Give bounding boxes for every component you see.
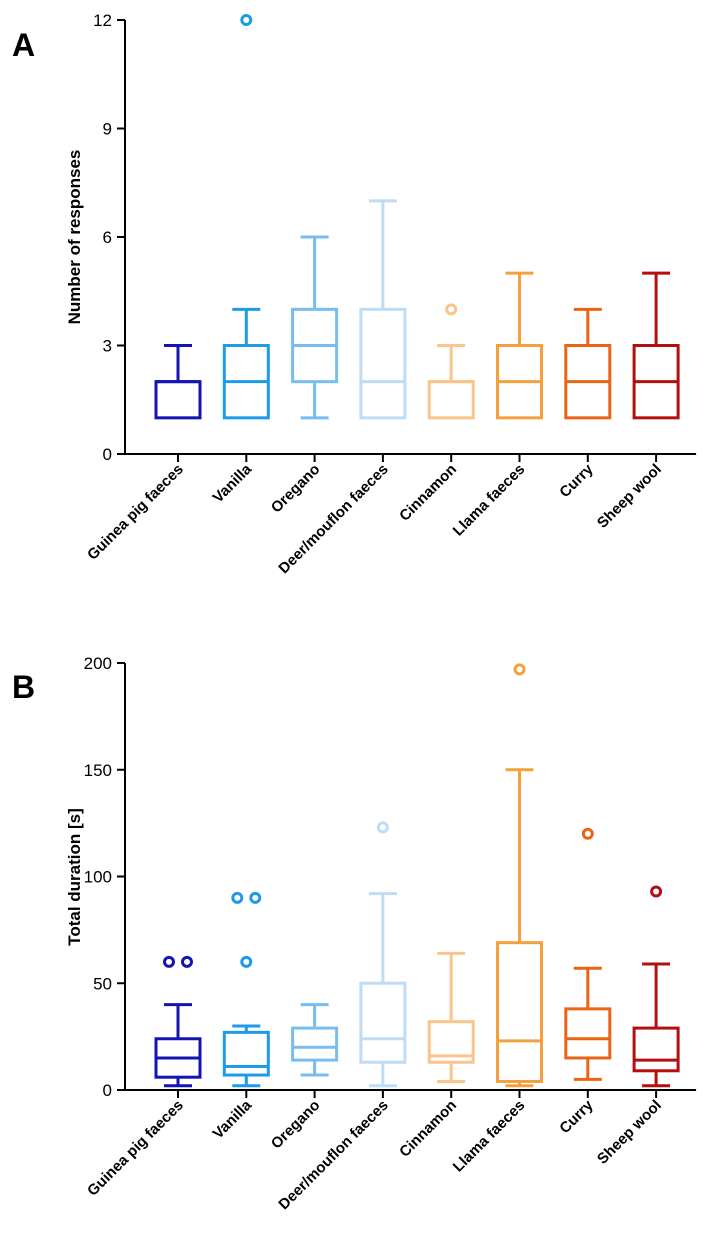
box-iqr (564, 1007, 612, 1060)
x-category-label: Vanilla (209, 1096, 255, 1142)
box-iqr (496, 941, 543, 1083)
panel-b: B Total duration [s] 0 50 100 150 200 Guinea … (12, 654, 697, 1213)
y-tick-label: 200 (84, 654, 112, 673)
x-category-label: Cinnamon (396, 461, 460, 525)
y-tick-label: 0 (103, 1081, 112, 1100)
panel-a: A Number of responses 0 3 6 9 12 Guinea pig f… (12, 11, 697, 577)
y-tick-label: 6 (103, 228, 112, 247)
x-category-label: Sheep wool (594, 461, 665, 532)
panel-label-a: A (12, 27, 35, 63)
outlier-point (163, 955, 175, 968)
x-category-label: Curry (556, 460, 597, 501)
box-b-5: Cinnamon (396, 951, 475, 1161)
plot-area-b: 0 50 100 150 200 Guinea pig faeces Vanilla Oreg… (84, 654, 697, 1213)
box-iqr (154, 380, 202, 420)
box-a-6: Llama faeces (450, 271, 543, 540)
box-iqr (427, 380, 475, 420)
box-iqr (291, 1026, 339, 1062)
panel-label-b: B (12, 669, 35, 705)
box-b-1: Guinea pig faeces (84, 955, 202, 1200)
box-b-6: Llama faeces (450, 663, 543, 1176)
box-a-7: Curry (556, 307, 612, 501)
x-category-label: Oregano (268, 1097, 324, 1153)
outlier-point (231, 891, 244, 904)
box-b-3: Oregano (268, 1003, 339, 1153)
outlier-point (240, 14, 253, 26)
y-axis-title-b: Total duration [s] (65, 808, 84, 946)
y-tick-label: 50 (93, 974, 112, 993)
outlier-point (513, 663, 526, 676)
y-tick-label: 3 (103, 337, 112, 356)
outlier-point (376, 821, 389, 834)
y-tick-label: 12 (93, 11, 112, 30)
x-category-label: Curry (556, 1096, 597, 1137)
y-tick-label: 100 (84, 868, 112, 887)
box-iqr (222, 1030, 270, 1077)
box-iqr (632, 1026, 680, 1073)
box-b-4: Deer/mouflon faeces (275, 821, 407, 1213)
outlier-point (650, 885, 663, 898)
box-a-2: Vanilla (209, 14, 270, 506)
box-a-4: Deer/mouflon faeces (275, 199, 407, 577)
y-tick-label: 150 (84, 761, 112, 780)
x-category-label: Oregano (268, 461, 324, 517)
x-category-label: Guinea pig faeces (84, 461, 187, 564)
box-a-5: Cinnamon (396, 303, 475, 525)
x-category-label: Vanilla (209, 460, 255, 506)
outlier-point (445, 303, 458, 316)
x-category-label: Cinnamon (396, 1097, 460, 1161)
box-a-8: Sheep wool (594, 271, 680, 532)
outlier-point (181, 955, 193, 968)
y-axis-title-a: Number of responses (65, 150, 84, 325)
outlier-point (240, 955, 253, 968)
y-tick-label: 0 (103, 445, 112, 464)
x-category-label: Llama faeces (450, 461, 529, 540)
box-a-3: Oregano (268, 235, 339, 517)
x-category-label: Llama faeces (450, 1097, 529, 1176)
plot-area-a: 0 3 6 9 12 Guinea pig faeces Vanilla OreganoDee… (84, 11, 697, 577)
outlier-point (249, 891, 262, 904)
x-category-label: Guinea pig faeces (84, 1097, 187, 1200)
outlier-point (581, 827, 594, 840)
x-category-label: Sheep wool (594, 1097, 665, 1168)
box-iqr (359, 981, 407, 1064)
box-b-8: Sheep wool (594, 885, 680, 1168)
y-tick-label: 9 (103, 120, 112, 139)
box-b-2: Vanilla (209, 891, 270, 1142)
box-iqr (427, 1020, 475, 1064)
box-iqr (359, 307, 407, 420)
